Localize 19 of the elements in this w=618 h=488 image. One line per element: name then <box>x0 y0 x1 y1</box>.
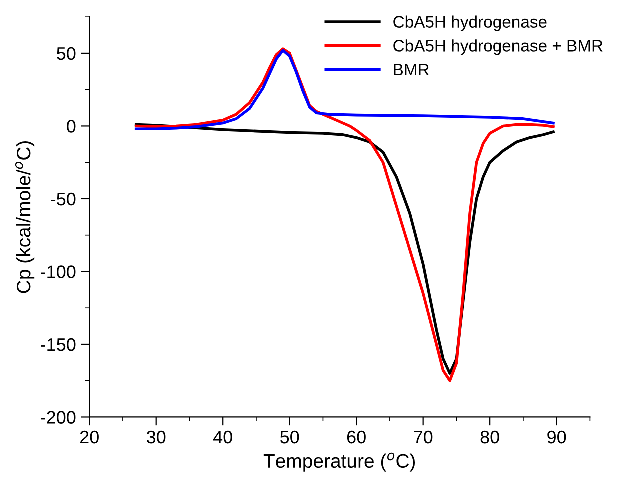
y-axis-title: Cp (kcal/mole/$^{o}$C) <box>15 142 35 294</box>
x-tick-label: 70 <box>414 430 433 444</box>
x-tick-label: 60 <box>347 430 366 444</box>
x-tick-label: 40 <box>213 430 232 444</box>
y-tick-label: -100 <box>41 266 76 278</box>
x-axis-title: Temperature ($^{o}$C) <box>264 452 416 472</box>
y-tick-label: -200 <box>41 411 76 424</box>
y-tick-label: -150 <box>41 338 76 352</box>
legend-label: BMR <box>394 64 430 76</box>
y-tick-label: -50 <box>51 192 76 206</box>
x-tick-label: 80 <box>480 430 500 444</box>
x-tick-label: 20 <box>80 430 99 444</box>
x-tick-label: 50 <box>280 430 300 444</box>
legend-label: CbA5H hydrogenase + BMR <box>394 40 603 56</box>
x-tick-label: 30 <box>147 430 166 444</box>
y-tick-label: 0 <box>67 120 76 133</box>
legend-label: CbA5H hydrogenase <box>394 16 547 32</box>
y-tick-label: 50 <box>57 47 76 60</box>
x-tick-label: 90 <box>548 430 566 444</box>
